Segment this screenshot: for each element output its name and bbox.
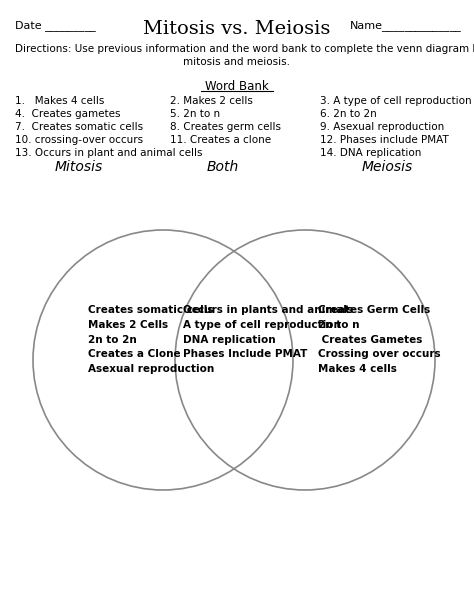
Text: 8. Creates germ cells: 8. Creates germ cells <box>170 122 281 132</box>
Text: Mitosis vs. Meiosis: Mitosis vs. Meiosis <box>143 20 331 38</box>
Text: 12. Phases include PMAT: 12. Phases include PMAT <box>320 135 449 145</box>
Text: Name______________: Name______________ <box>350 20 462 31</box>
Text: 5. 2n to n: 5. 2n to n <box>170 109 220 119</box>
Text: Creates somatic cells
Makes 2 Cells
2n to 2n
Creates a Clone
Asexual reproductio: Creates somatic cells Makes 2 Cells 2n t… <box>88 305 214 374</box>
Text: 10. crossing-over occurs: 10. crossing-over occurs <box>15 135 143 145</box>
Text: Word Bank: Word Bank <box>205 80 269 93</box>
Text: Creates Germ Cells
2n to n
 Creates Gametes
Crossing over occurs
Makes 4 cells: Creates Germ Cells 2n to n Creates Gamet… <box>318 305 441 374</box>
Text: 2. Makes 2 cells: 2. Makes 2 cells <box>170 96 253 106</box>
Text: Occurs in plants and animals
A type of cell reproduction
DNA replication
Phases : Occurs in plants and animals A type of c… <box>183 305 353 359</box>
Text: 4.  Creates gametes: 4. Creates gametes <box>15 109 120 119</box>
Text: 1.   Makes 4 cells: 1. Makes 4 cells <box>15 96 104 106</box>
Text: 13. Occurs in plant and animal cells: 13. Occurs in plant and animal cells <box>15 148 202 158</box>
Text: Date _________: Date _________ <box>15 20 96 31</box>
Text: Mitosis: Mitosis <box>55 160 103 174</box>
Text: mitosis and meiosis.: mitosis and meiosis. <box>183 57 291 67</box>
Text: 7.  Creates somatic cells: 7. Creates somatic cells <box>15 122 143 132</box>
Text: 6. 2n to 2n: 6. 2n to 2n <box>320 109 377 119</box>
Text: 9. Asexual reproduction: 9. Asexual reproduction <box>320 122 444 132</box>
Text: Both: Both <box>207 160 239 174</box>
Text: Meiosis: Meiosis <box>362 160 413 174</box>
Text: Directions: Use previous information and the word bank to complete the venn diag: Directions: Use previous information and… <box>15 44 474 54</box>
Text: 14. DNA replication: 14. DNA replication <box>320 148 421 158</box>
Text: 11. Creates a clone: 11. Creates a clone <box>170 135 271 145</box>
Text: 3. A type of cell reproduction: 3. A type of cell reproduction <box>320 96 472 106</box>
